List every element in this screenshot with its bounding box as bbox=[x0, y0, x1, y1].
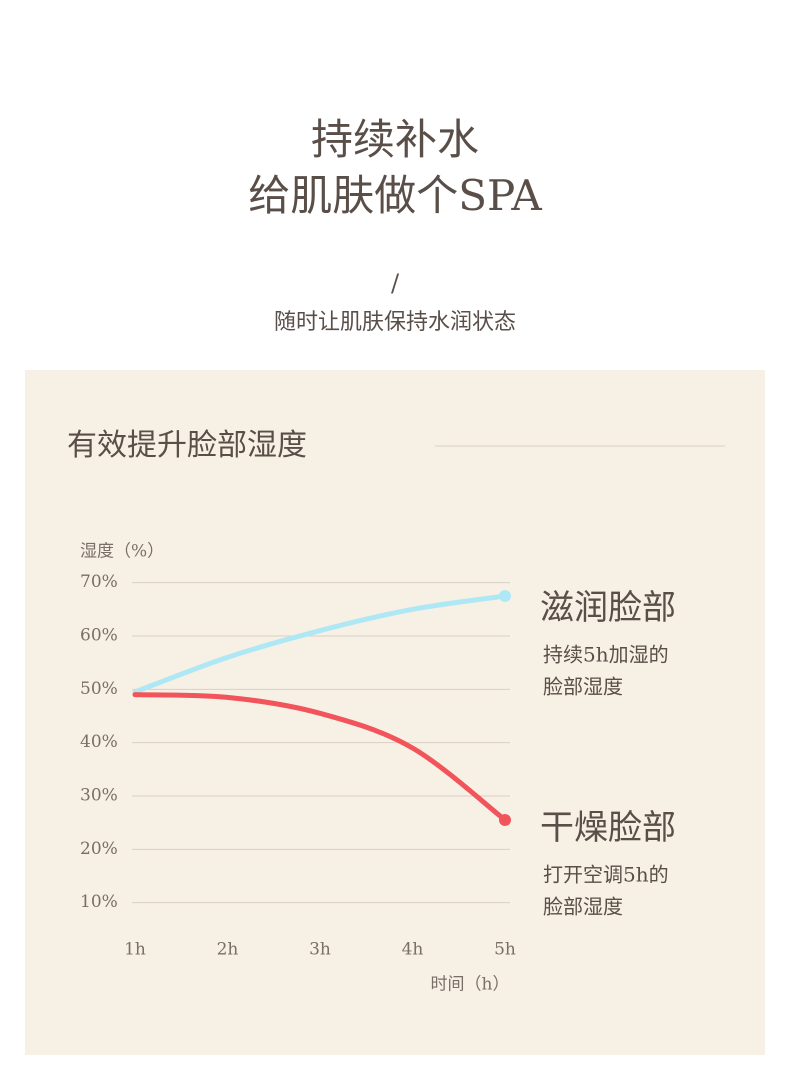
series-note: 打开空调5h的 bbox=[543, 863, 669, 887]
y-axis-title: 湿度（%） bbox=[80, 542, 164, 562]
title-line: 给肌肤做个SPA bbox=[248, 171, 542, 220]
series-line bbox=[132, 692, 508, 823]
end-point bbox=[499, 814, 511, 826]
x-axis-title: 时间（h） bbox=[431, 975, 510, 995]
series-note: 脸部湿度 bbox=[543, 675, 623, 699]
divider: / bbox=[391, 270, 400, 298]
x-tick-label: 5h bbox=[494, 940, 516, 960]
y-tick-label: 70% bbox=[80, 572, 118, 592]
end-point bbox=[499, 590, 511, 602]
y-tick-label: 20% bbox=[80, 839, 118, 859]
series-line bbox=[132, 593, 508, 695]
x-tick-label: 3h bbox=[309, 940, 331, 960]
y-tick-label: 60% bbox=[80, 626, 118, 646]
y-tick-label: 40% bbox=[80, 732, 118, 752]
subtitle: 随时让肌肤保持水润状态 bbox=[274, 310, 516, 335]
y-tick-label: 30% bbox=[80, 786, 118, 806]
x-tick-label: 1h bbox=[124, 940, 146, 960]
y-tick-label: 50% bbox=[80, 679, 118, 699]
y-tick-label: 10% bbox=[80, 892, 118, 912]
x-tick-label: 4h bbox=[402, 940, 424, 960]
x-tick-label: 2h bbox=[217, 940, 239, 960]
panel bbox=[25, 370, 765, 1055]
series-name: 干燥脸部 bbox=[540, 808, 676, 848]
series-name: 滋润脸部 bbox=[540, 588, 676, 628]
series-note: 持续5h加湿的 bbox=[543, 643, 669, 667]
series-note: 脸部湿度 bbox=[543, 895, 623, 919]
title-line: 持续补水 bbox=[311, 115, 479, 164]
panel-heading: 有效提升脸部湿度 bbox=[67, 428, 307, 463]
